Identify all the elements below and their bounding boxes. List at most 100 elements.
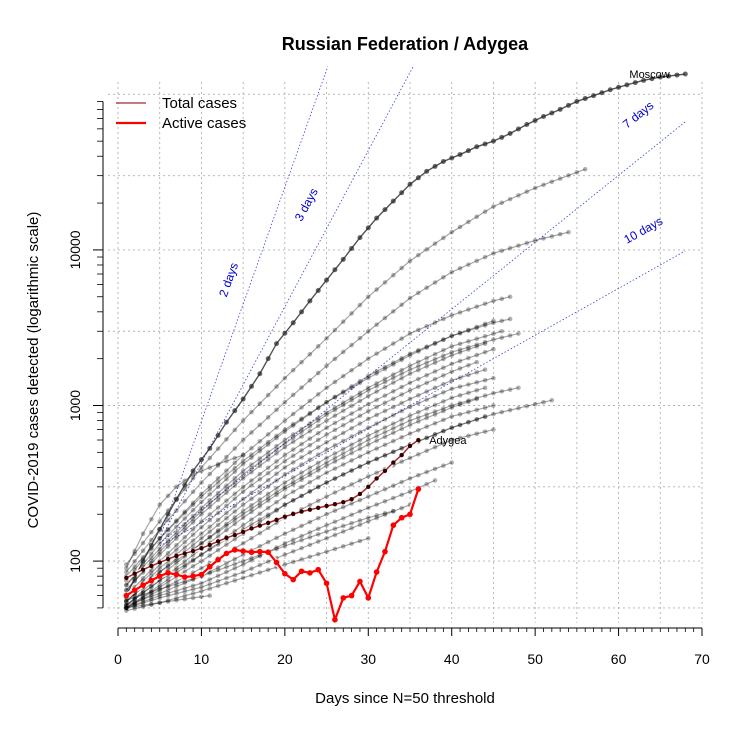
- other-region-point: [391, 508, 396, 514]
- other-region-point: [416, 400, 421, 406]
- other-region-point: [149, 529, 154, 535]
- other-region-point: [491, 337, 496, 342]
- other-region-point: [516, 193, 521, 198]
- moscow-point: [591, 93, 597, 99]
- other-region-point: [424, 344, 429, 349]
- other-region-point: [224, 575, 229, 581]
- other-region-point: [274, 492, 279, 498]
- other-region-point: [182, 580, 188, 586]
- other-region-point: [491, 298, 496, 304]
- other-region-point: [349, 450, 354, 456]
- other-region-point: [190, 532, 196, 538]
- other-region-point: [165, 538, 171, 543]
- other-region-point: [424, 285, 429, 291]
- other-region-point: [374, 371, 379, 376]
- other-region-point: [224, 569, 229, 575]
- other-region-point: [232, 460, 238, 466]
- adygea-total-point: [366, 484, 371, 490]
- other-region-point: [524, 403, 530, 409]
- other-region-point: [324, 336, 329, 341]
- moscow-point: [290, 320, 296, 326]
- other-region-point: [541, 182, 546, 188]
- adygea-total-point: [341, 500, 346, 505]
- other-region-point: [157, 584, 163, 590]
- other-region-point: [357, 335, 363, 341]
- other-region-point: [274, 433, 279, 439]
- other-region-point: [391, 341, 396, 346]
- other-region-point: [466, 219, 471, 225]
- other-region-point: [357, 508, 363, 514]
- other-region-point: [391, 389, 396, 394]
- other-region-point: [399, 371, 404, 377]
- adygea-active-point: [173, 571, 180, 578]
- other-region-point: [157, 595, 163, 601]
- moscow-point: [566, 102, 572, 108]
- other-region-point: [199, 531, 204, 536]
- other-region-point: [224, 523, 229, 529]
- other-region-point: [424, 406, 429, 411]
- moscow-point: [374, 215, 380, 221]
- other-region-point: [224, 503, 229, 509]
- other-region-point: [349, 501, 354, 506]
- other-region-point: [441, 353, 446, 359]
- other-region-point: [507, 407, 513, 413]
- other-region-point: [307, 472, 313, 478]
- other-region-point: [257, 562, 263, 568]
- adygea-active-point: [415, 486, 422, 492]
- other-region-point: [124, 582, 129, 588]
- other-region-point: [240, 489, 246, 494]
- other-region-point: [457, 330, 463, 336]
- other-region-point: [349, 458, 354, 463]
- other-region-line: [125, 296, 511, 581]
- other-region-point: [474, 324, 480, 330]
- other-region-point: [224, 476, 229, 482]
- other-region-point: [299, 474, 304, 480]
- adygea-active-point: [181, 574, 188, 580]
- moscow-point: [248, 383, 254, 389]
- other-region-point: [190, 542, 196, 548]
- other-region-point: [199, 558, 204, 564]
- other-region-point: [324, 480, 329, 485]
- other-region-point: [324, 399, 329, 405]
- other-region-point: [157, 552, 163, 557]
- other-region-point: [290, 540, 296, 546]
- adygea-total-point: [391, 460, 396, 465]
- adygea-total-point: [382, 468, 388, 474]
- other-region-point: [382, 425, 388, 430]
- other-region-point: [432, 393, 438, 399]
- other-region-point: [224, 486, 229, 492]
- other-region-point: [482, 377, 488, 383]
- other-region-point: [457, 393, 463, 398]
- other-region-point: [290, 447, 296, 452]
- other-region-line: [126, 479, 436, 609]
- other-region-point: [382, 453, 388, 458]
- other-region-point: [290, 527, 296, 533]
- other-region-point: [149, 602, 154, 608]
- other-region-point: [391, 372, 396, 377]
- other-region-point: [190, 563, 196, 569]
- other-region-point: [424, 415, 429, 421]
- other-region-point: [357, 437, 363, 443]
- other-region-point: [365, 433, 371, 438]
- other-region-point: [449, 425, 455, 430]
- other-region-point: [324, 463, 329, 469]
- other-region-point: [482, 414, 488, 419]
- other-region-point: [507, 333, 513, 338]
- other-region-point: [399, 408, 404, 414]
- doubling-line: [159, 66, 414, 541]
- doubling-label: 7 days: [620, 98, 656, 131]
- other-region-point: [224, 458, 229, 464]
- other-region-point: [124, 599, 129, 604]
- other-region-point: [399, 479, 404, 485]
- other-region-point: [365, 425, 371, 430]
- other-region-point: [282, 427, 288, 432]
- moscow-point: [207, 445, 213, 451]
- other-region-point: [491, 331, 496, 337]
- other-region-point: [149, 598, 154, 603]
- other-region-point: [307, 428, 313, 434]
- other-region-point: [349, 385, 354, 391]
- other-region-point: [174, 579, 179, 584]
- other-region-point: [349, 446, 354, 452]
- other-region-point: [340, 515, 346, 521]
- y-axis-label: COVID-2019 cases detected (logarithmic s…: [25, 212, 42, 529]
